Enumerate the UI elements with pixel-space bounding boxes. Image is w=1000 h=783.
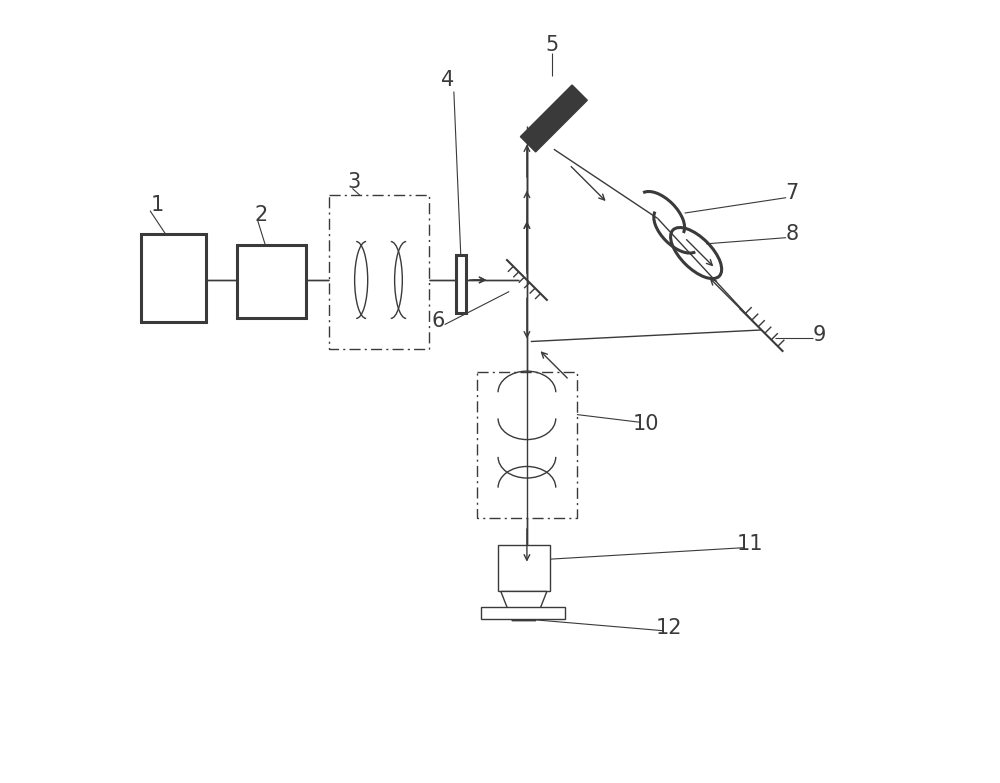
Text: 11: 11 [737, 534, 763, 554]
Polygon shape [501, 591, 547, 621]
Bar [498, 545, 550, 591]
Text: 4: 4 [441, 70, 454, 90]
Text: 6: 6 [432, 311, 445, 330]
Text: 8: 8 [786, 224, 799, 244]
Bar [456, 255, 466, 313]
Bar [237, 245, 306, 319]
Text: 2: 2 [255, 204, 268, 225]
Text: 12: 12 [656, 619, 682, 638]
Text: 1: 1 [151, 196, 164, 215]
Text: 5: 5 [545, 35, 558, 56]
Bar [329, 196, 429, 349]
Bar [481, 607, 565, 619]
Text: 9: 9 [812, 326, 826, 345]
Bar [141, 234, 206, 323]
Polygon shape [520, 85, 587, 152]
Text: 3: 3 [347, 172, 360, 193]
Text: 10: 10 [633, 413, 659, 434]
Bar [477, 372, 577, 518]
Text: 7: 7 [786, 183, 799, 203]
